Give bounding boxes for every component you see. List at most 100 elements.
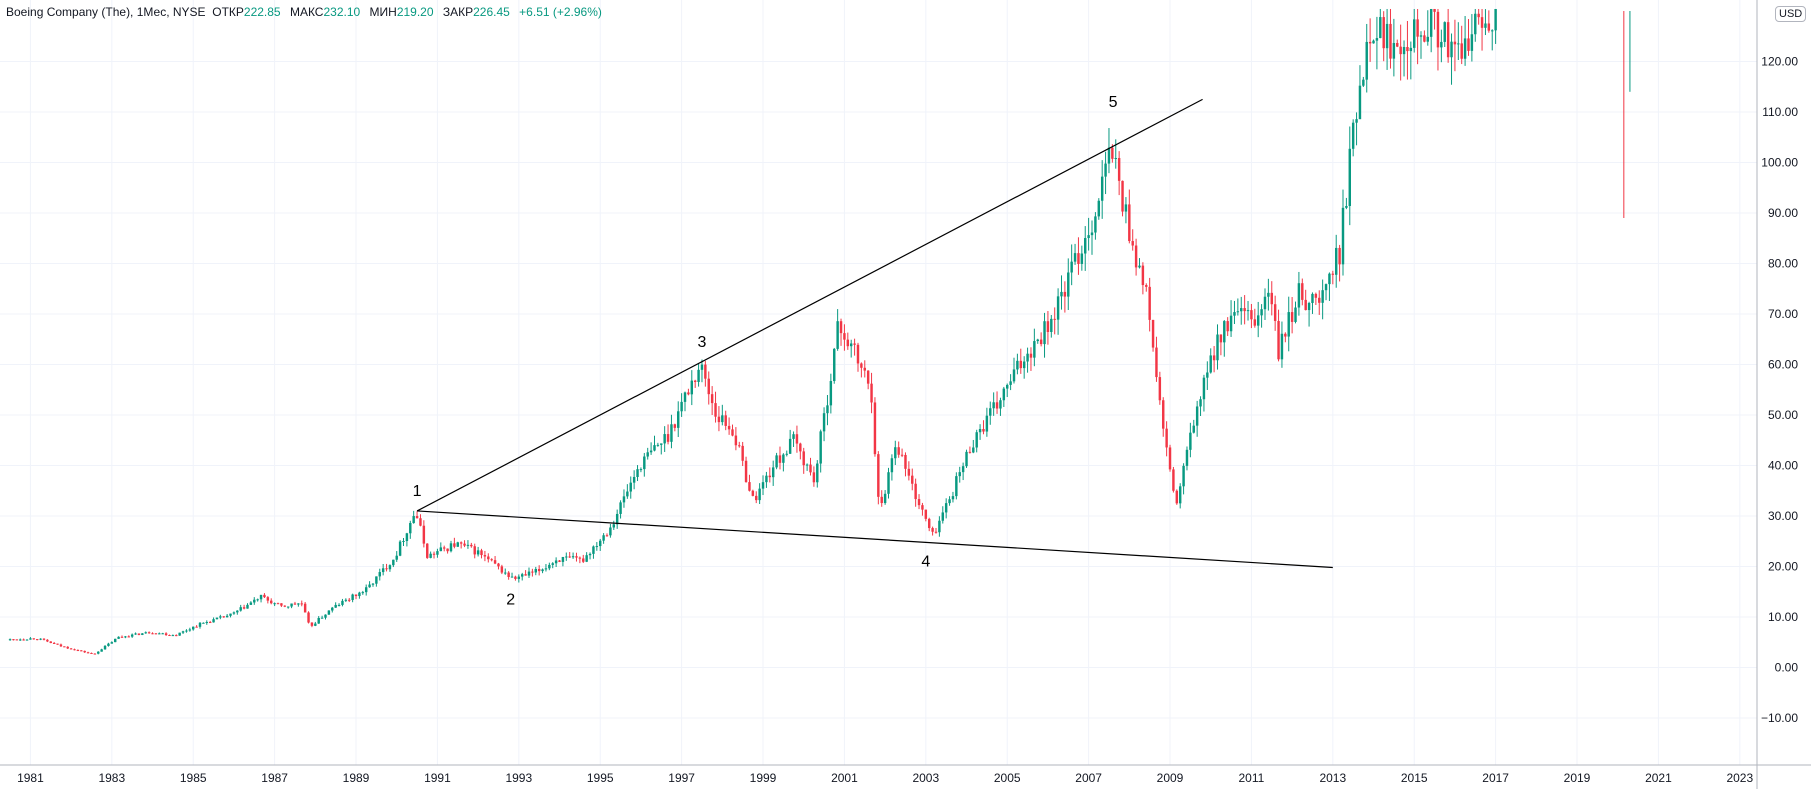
candle-body [331,607,334,611]
candle [660,443,663,455]
candle [761,475,765,496]
trendlines[interactable] [416,98,1333,569]
candle-body [724,415,727,426]
candle-body [1080,253,1084,264]
candle-body [32,638,36,640]
x-tick-label: 2023 [1726,771,1753,785]
candle-body [93,653,97,655]
candle [880,490,883,507]
candle [1433,8,1436,30]
candle-body [972,447,975,453]
candle-body [1138,265,1141,268]
candle-body [364,587,368,593]
candle-body [792,434,795,439]
candle [978,424,982,440]
candle-body [948,499,951,504]
candle [1484,9,1487,36]
candle-body [890,458,894,473]
candle-body [97,651,100,654]
candle-body [592,546,595,554]
time-axis[interactable]: 1981 1983 1985 1987 1989 1991 1993 1995 1997 1999… [17,771,1753,785]
candle-body [1467,38,1470,51]
candle-body [755,495,758,501]
candle-body [73,649,76,651]
candle [331,606,334,613]
candle [1131,229,1134,251]
candle [8,638,12,641]
candle-body [1216,334,1219,361]
candle [738,441,741,448]
candle-body [314,623,317,626]
candle-body [76,650,80,652]
candle-body [938,520,941,533]
candle-body [1033,341,1036,358]
candle [520,572,524,581]
candle-body [649,450,653,453]
candle [97,651,100,655]
candle-body [432,553,436,555]
candle [29,637,32,640]
candle-body [1362,79,1365,86]
candle-body [1050,318,1053,333]
candle-body [1084,238,1087,254]
candle-body [1185,449,1189,466]
candle-body [504,572,507,574]
candle-body [578,557,582,559]
candle-body [693,380,697,382]
candle-body [710,394,714,404]
candle [1423,30,1426,43]
candle-body [426,543,429,558]
candle-body [8,639,12,641]
candle [1453,19,1457,72]
candle-body [500,566,504,573]
candle [236,610,239,615]
candle [56,643,59,645]
candle [558,560,561,563]
candle [273,602,276,607]
candle-body [266,597,270,601]
candle-body [35,639,39,641]
candle [73,648,76,651]
candle-body [524,574,527,576]
candle-body [1128,204,1131,242]
candle-body [1145,285,1148,287]
candle-body [1453,41,1457,45]
candle [405,532,409,547]
currency-badge[interactable]: USD [1775,6,1807,22]
x-tick-label: 1981 [17,771,44,785]
candle [514,575,517,581]
candle [1236,298,1240,316]
close-label: ЗАКР [442,5,474,19]
candle [924,509,928,522]
candle-body [151,633,154,635]
candle-body [656,444,660,446]
candle-body [195,626,198,628]
candle [1307,301,1311,327]
candle [354,594,358,600]
candle [839,318,843,346]
candle [1063,281,1067,313]
candle-body [1121,180,1124,212]
candle-body [120,636,124,638]
candle [1090,220,1094,255]
candle [1046,310,1050,345]
candle [704,360,707,387]
candle [849,339,853,358]
price-axis[interactable]: −10.00 0.00 10.00 20.00 30.00 40.00 50.00 60.00… [1761,55,1798,726]
candle-body [1240,308,1243,312]
candle-body [1114,157,1117,159]
candle-body [164,633,168,636]
candle [1094,212,1097,240]
candle-body [300,603,303,605]
wave-label-5: 5 [1109,94,1118,111]
candle [877,451,880,505]
candle-body [49,641,52,643]
candle [541,568,544,574]
candle-body [989,408,992,416]
candle-body [1029,353,1033,358]
high-value: 232.10 [323,5,361,19]
candle-body [1236,311,1240,313]
candle-body [1433,8,1436,12]
